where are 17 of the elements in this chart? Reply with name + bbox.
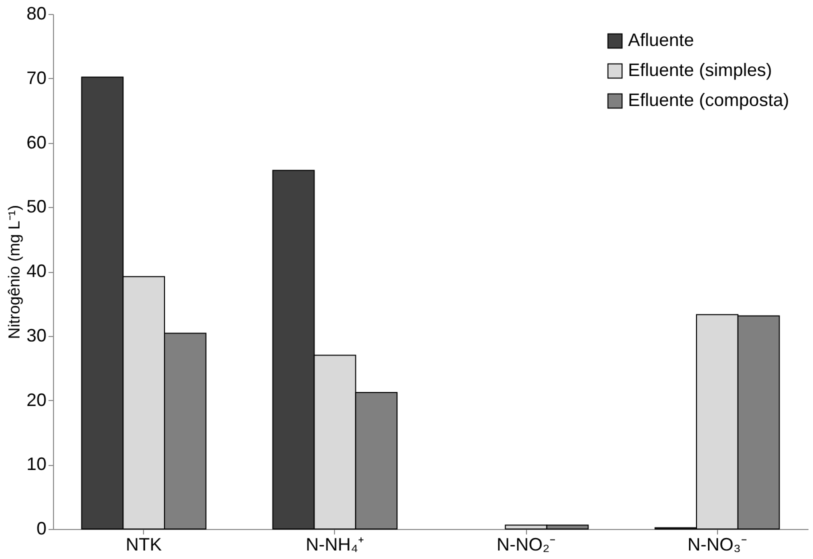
x-tick-label: N-NO₃⁻ [688, 534, 747, 554]
y-tick-label: 50 [26, 196, 46, 217]
legend-label: Efluente (simples) [628, 60, 772, 80]
y-tick-label: 80 [26, 4, 46, 24]
y-tick-label: 40 [26, 261, 46, 281]
y-tick-label: 0 [36, 518, 46, 538]
legend-label: Efluente (composta) [628, 90, 790, 110]
y-tick-label: 30 [26, 325, 46, 346]
y-tick-label: 70 [26, 68, 46, 88]
x-tick-label: NTK [126, 534, 162, 554]
x-tick-label: N-NO₂⁻ [496, 534, 556, 554]
x-tick-label: N-NH₄⁺ [306, 534, 364, 554]
y-tick-label: 60 [26, 132, 46, 152]
legend-label: Afluente [628, 30, 694, 50]
y-tick-label: 20 [26, 390, 46, 410]
y-axis-title: Nitrogênio (mg L⁻¹) [6, 205, 24, 339]
y-tick-label: 10 [26, 454, 46, 474]
